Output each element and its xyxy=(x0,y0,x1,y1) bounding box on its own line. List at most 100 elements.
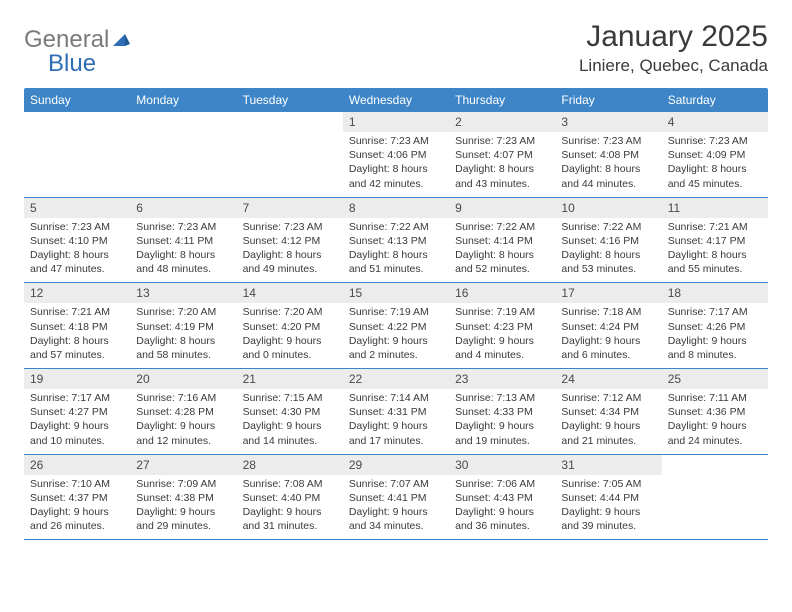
day-number: 26 xyxy=(24,455,130,475)
sunset-line: Sunset: 4:44 PM xyxy=(561,491,655,505)
calendar-cell: 30Sunrise: 7:06 AMSunset: 4:43 PMDayligh… xyxy=(449,454,555,540)
calendar-body: 1Sunrise: 7:23 AMSunset: 4:06 PMDaylight… xyxy=(24,112,768,540)
daylight-line1: Daylight: 9 hours xyxy=(30,505,124,519)
calendar-cell: 31Sunrise: 7:05 AMSunset: 4:44 PMDayligh… xyxy=(555,454,661,540)
calendar-cell: 23Sunrise: 7:13 AMSunset: 4:33 PMDayligh… xyxy=(449,369,555,455)
sunrise-line: Sunrise: 7:14 AM xyxy=(349,391,443,405)
sunset-line: Sunset: 4:17 PM xyxy=(668,234,762,248)
sunrise-line: Sunrise: 7:08 AM xyxy=(243,477,337,491)
calendar-cell: 22Sunrise: 7:14 AMSunset: 4:31 PMDayligh… xyxy=(343,369,449,455)
day-number: 20 xyxy=(130,369,236,389)
sunset-line: Sunset: 4:31 PM xyxy=(349,405,443,419)
sunset-line: Sunset: 4:12 PM xyxy=(243,234,337,248)
calendar-week-row: 5Sunrise: 7:23 AMSunset: 4:10 PMDaylight… xyxy=(24,197,768,283)
day-body: Sunrise: 7:17 AMSunset: 4:27 PMDaylight:… xyxy=(24,389,130,454)
sunrise-line: Sunrise: 7:23 AM xyxy=(243,220,337,234)
day-body: Sunrise: 7:19 AMSunset: 4:22 PMDaylight:… xyxy=(343,303,449,368)
day-body: Sunrise: 7:23 AMSunset: 4:07 PMDaylight:… xyxy=(449,132,555,197)
logo-word-blue: Blue xyxy=(48,50,96,78)
calendar-cell: 3Sunrise: 7:23 AMSunset: 4:08 PMDaylight… xyxy=(555,112,661,197)
sunrise-line: Sunrise: 7:23 AM xyxy=(668,134,762,148)
sunrise-line: Sunrise: 7:19 AM xyxy=(455,305,549,319)
calendar-cell: 20Sunrise: 7:16 AMSunset: 4:28 PMDayligh… xyxy=(130,369,236,455)
daylight-line2: and 58 minutes. xyxy=(136,348,230,362)
day-body: Sunrise: 7:20 AMSunset: 4:19 PMDaylight:… xyxy=(130,303,236,368)
calendar-week-row: 26Sunrise: 7:10 AMSunset: 4:37 PMDayligh… xyxy=(24,454,768,540)
sunset-line: Sunset: 4:28 PM xyxy=(136,405,230,419)
calendar-thead: SundayMondayTuesdayWednesdayThursdayFrid… xyxy=(24,88,768,112)
sunrise-line: Sunrise: 7:09 AM xyxy=(136,477,230,491)
calendar-cell: 13Sunrise: 7:20 AMSunset: 4:19 PMDayligh… xyxy=(130,283,236,369)
sunset-line: Sunset: 4:34 PM xyxy=(561,405,655,419)
day-header-row: SundayMondayTuesdayWednesdayThursdayFrid… xyxy=(24,88,768,112)
day-body: Sunrise: 7:22 AMSunset: 4:13 PMDaylight:… xyxy=(343,218,449,283)
day-number: 21 xyxy=(237,369,343,389)
sunset-line: Sunset: 4:20 PM xyxy=(243,320,337,334)
day-number xyxy=(237,112,343,132)
sunset-line: Sunset: 4:24 PM xyxy=(561,320,655,334)
day-number: 15 xyxy=(343,283,449,303)
day-body: Sunrise: 7:06 AMSunset: 4:43 PMDaylight:… xyxy=(449,475,555,540)
day-body xyxy=(237,132,343,190)
day-number: 14 xyxy=(237,283,343,303)
sunset-line: Sunset: 4:10 PM xyxy=(30,234,124,248)
calendar-cell: 6 Sunrise: 7:23 AMSunset: 4:11 PMDaylight… xyxy=(130,197,236,283)
daylight-line1: Daylight: 9 hours xyxy=(349,505,443,519)
sunset-line: Sunset: 4:27 PM xyxy=(30,405,124,419)
sunset-line: Sunset: 4:23 PM xyxy=(455,320,549,334)
calendar-cell: 28Sunrise: 7:08 AMSunset: 4:40 PMDayligh… xyxy=(237,454,343,540)
day-body: Sunrise: 7:17 AMSunset: 4:26 PMDaylight:… xyxy=(662,303,768,368)
daylight-line1: Daylight: 8 hours xyxy=(30,334,124,348)
daylight-line2: and 34 minutes. xyxy=(349,519,443,533)
day-body: Sunrise: 7:23 AMSunset: 4:10 PMDaylight:… xyxy=(24,218,130,283)
calendar-cell: 16Sunrise: 7:19 AMSunset: 4:23 PMDayligh… xyxy=(449,283,555,369)
day-number: 9 xyxy=(449,198,555,218)
daylight-line2: and 49 minutes. xyxy=(243,262,337,276)
daylight-line2: and 55 minutes. xyxy=(668,262,762,276)
day-header-tuesday: Tuesday xyxy=(237,88,343,112)
daylight-line2: and 53 minutes. xyxy=(561,262,655,276)
sunrise-line: Sunrise: 7:13 AM xyxy=(455,391,549,405)
sunset-line: Sunset: 4:08 PM xyxy=(561,148,655,162)
daylight-line1: Daylight: 9 hours xyxy=(561,505,655,519)
daylight-line1: Daylight: 8 hours xyxy=(349,162,443,176)
sunset-line: Sunset: 4:26 PM xyxy=(668,320,762,334)
day-number xyxy=(130,112,236,132)
daylight-line1: Daylight: 8 hours xyxy=(136,248,230,262)
daylight-line1: Daylight: 8 hours xyxy=(30,248,124,262)
sunset-line: Sunset: 4:07 PM xyxy=(455,148,549,162)
daylight-line2: and 4 minutes. xyxy=(455,348,549,362)
day-number: 5 xyxy=(24,198,130,218)
daylight-line2: and 8 minutes. xyxy=(668,348,762,362)
sunset-line: Sunset: 4:13 PM xyxy=(349,234,443,248)
calendar-cell-empty xyxy=(662,454,768,540)
calendar-cell: 14Sunrise: 7:20 AMSunset: 4:20 PMDayligh… xyxy=(237,283,343,369)
daylight-line2: and 29 minutes. xyxy=(136,519,230,533)
sunset-line: Sunset: 4:11 PM xyxy=(136,234,230,248)
daylight-line1: Daylight: 9 hours xyxy=(136,505,230,519)
calendar-cell: 5Sunrise: 7:23 AMSunset: 4:10 PMDaylight… xyxy=(24,197,130,283)
sunrise-line: Sunrise: 7:23 AM xyxy=(136,220,230,234)
sunset-line: Sunset: 4:38 PM xyxy=(136,491,230,505)
daylight-line2: and 52 minutes. xyxy=(455,262,549,276)
daylight-line1: Daylight: 8 hours xyxy=(668,248,762,262)
title-block: January 2025 Liniere, Quebec, Canada xyxy=(579,20,768,76)
day-body: Sunrise: 7:11 AMSunset: 4:36 PMDaylight:… xyxy=(662,389,768,454)
day-number: 8 xyxy=(343,198,449,218)
daylight-line2: and 43 minutes. xyxy=(455,177,549,191)
calendar-cell: 19Sunrise: 7:17 AMSunset: 4:27 PMDayligh… xyxy=(24,369,130,455)
calendar-week-row: 1Sunrise: 7:23 AMSunset: 4:06 PMDaylight… xyxy=(24,112,768,197)
sunset-line: Sunset: 4:40 PM xyxy=(243,491,337,505)
page-header: General January 2025 Liniere, Quebec, Ca… xyxy=(24,20,768,76)
daylight-line1: Daylight: 9 hours xyxy=(455,505,549,519)
calendar-cell: 1Sunrise: 7:23 AMSunset: 4:06 PMDaylight… xyxy=(343,112,449,197)
daylight-line2: and 36 minutes. xyxy=(455,519,549,533)
calendar-cell: 21Sunrise: 7:15 AMSunset: 4:30 PMDayligh… xyxy=(237,369,343,455)
sunrise-line: Sunrise: 7:10 AM xyxy=(30,477,124,491)
day-body: Sunrise: 7:15 AMSunset: 4:30 PMDaylight:… xyxy=(237,389,343,454)
day-number: 6 xyxy=(130,198,236,218)
daylight-line1: Daylight: 9 hours xyxy=(561,334,655,348)
day-number: 4 xyxy=(662,112,768,132)
daylight-line2: and 17 minutes. xyxy=(349,434,443,448)
location-label: Liniere, Quebec, Canada xyxy=(579,56,768,76)
